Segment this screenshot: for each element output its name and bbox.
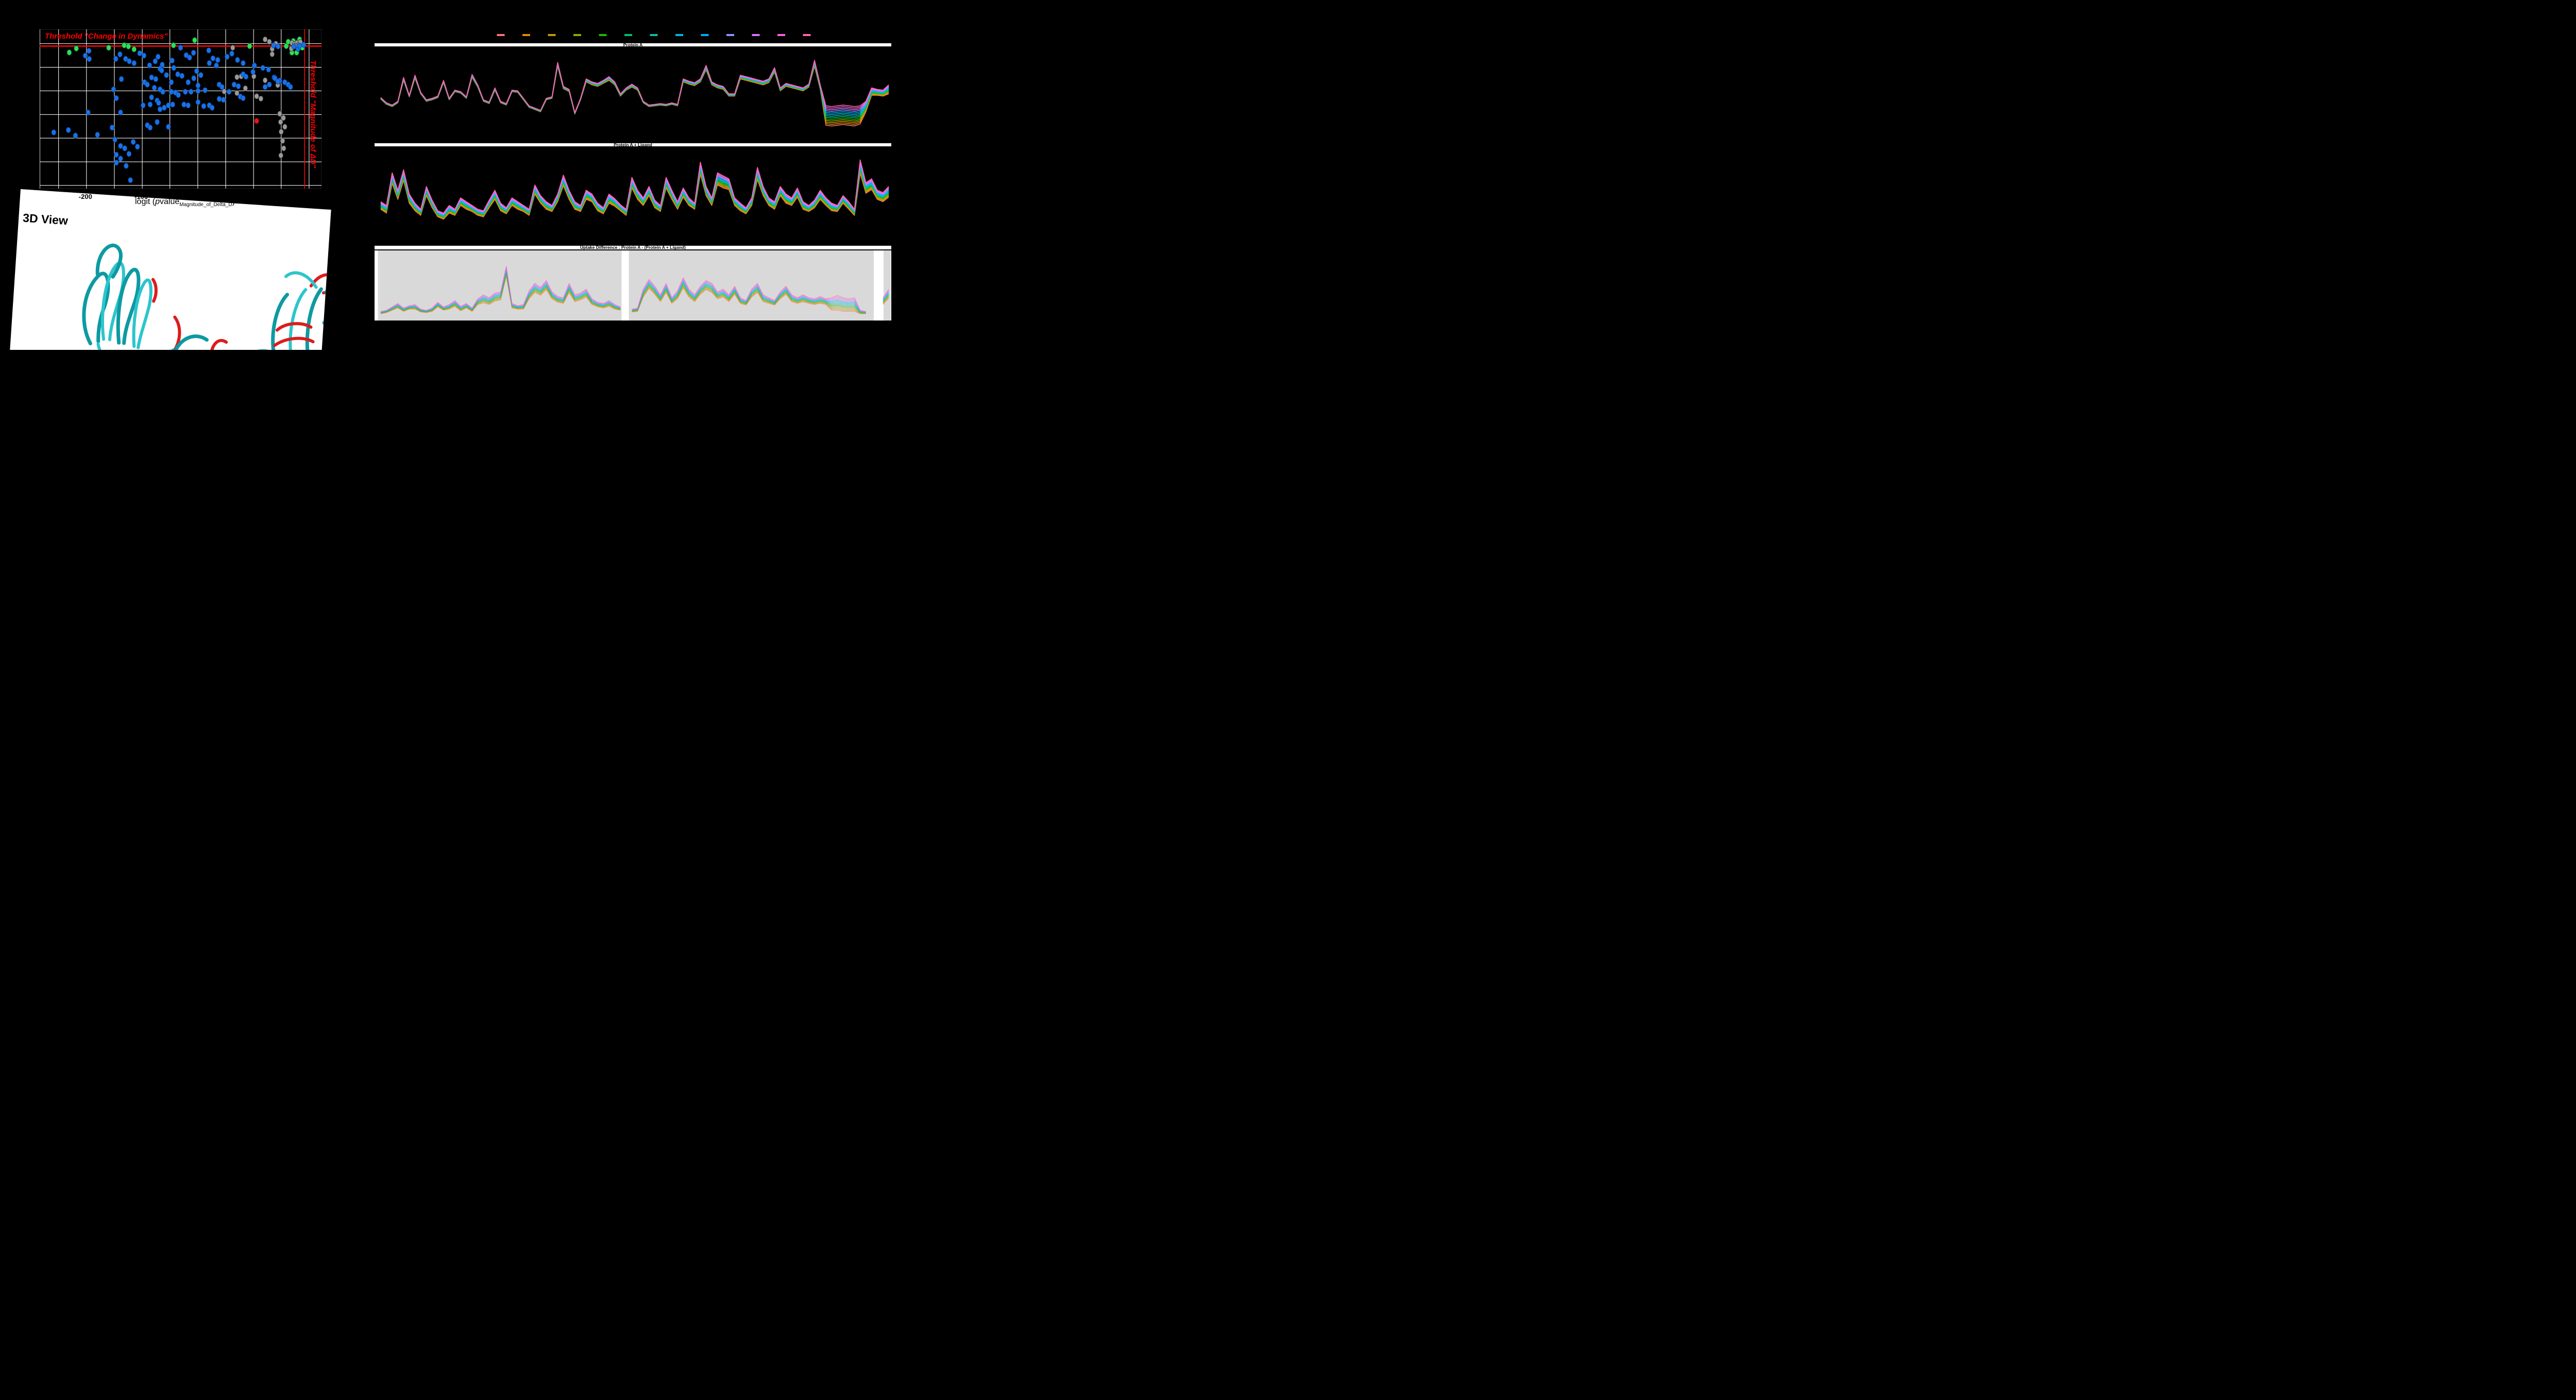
- chart-title-uptake-difference: Uptake Difference : Protein A - (Protein…: [375, 245, 891, 250]
- protein-structure[interactable]: [6, 189, 331, 350]
- timepoint-legend[interactable]: [375, 31, 891, 39]
- app-canvas: Threshold "Change in Dynamics" Threshold…: [0, 0, 913, 350]
- volcano-canvas[interactable]: [40, 29, 321, 189]
- x-tick-minus100: -100: [134, 193, 148, 200]
- x-tick-minus200: -200: [78, 193, 92, 200]
- view3d-panel[interactable]: 3D View: [6, 189, 331, 350]
- uptake-difference-chart[interactable]: [375, 250, 891, 321]
- uptake-chart-protein-a-ligand[interactable]: [375, 146, 891, 244]
- threshold-magnitude-label: Threshold "Magnitude of ΔD": [309, 60, 318, 168]
- volcano-plot[interactable]: Threshold "Change in Dynamics": [40, 29, 321, 189]
- uptake-chart-protein-a[interactable]: [375, 46, 891, 143]
- x-axis-title: logit (pvalueMagnitude_of_Delta_D): [135, 197, 235, 208]
- threshold-change-label: Threshold "Change in Dynamics": [45, 32, 168, 41]
